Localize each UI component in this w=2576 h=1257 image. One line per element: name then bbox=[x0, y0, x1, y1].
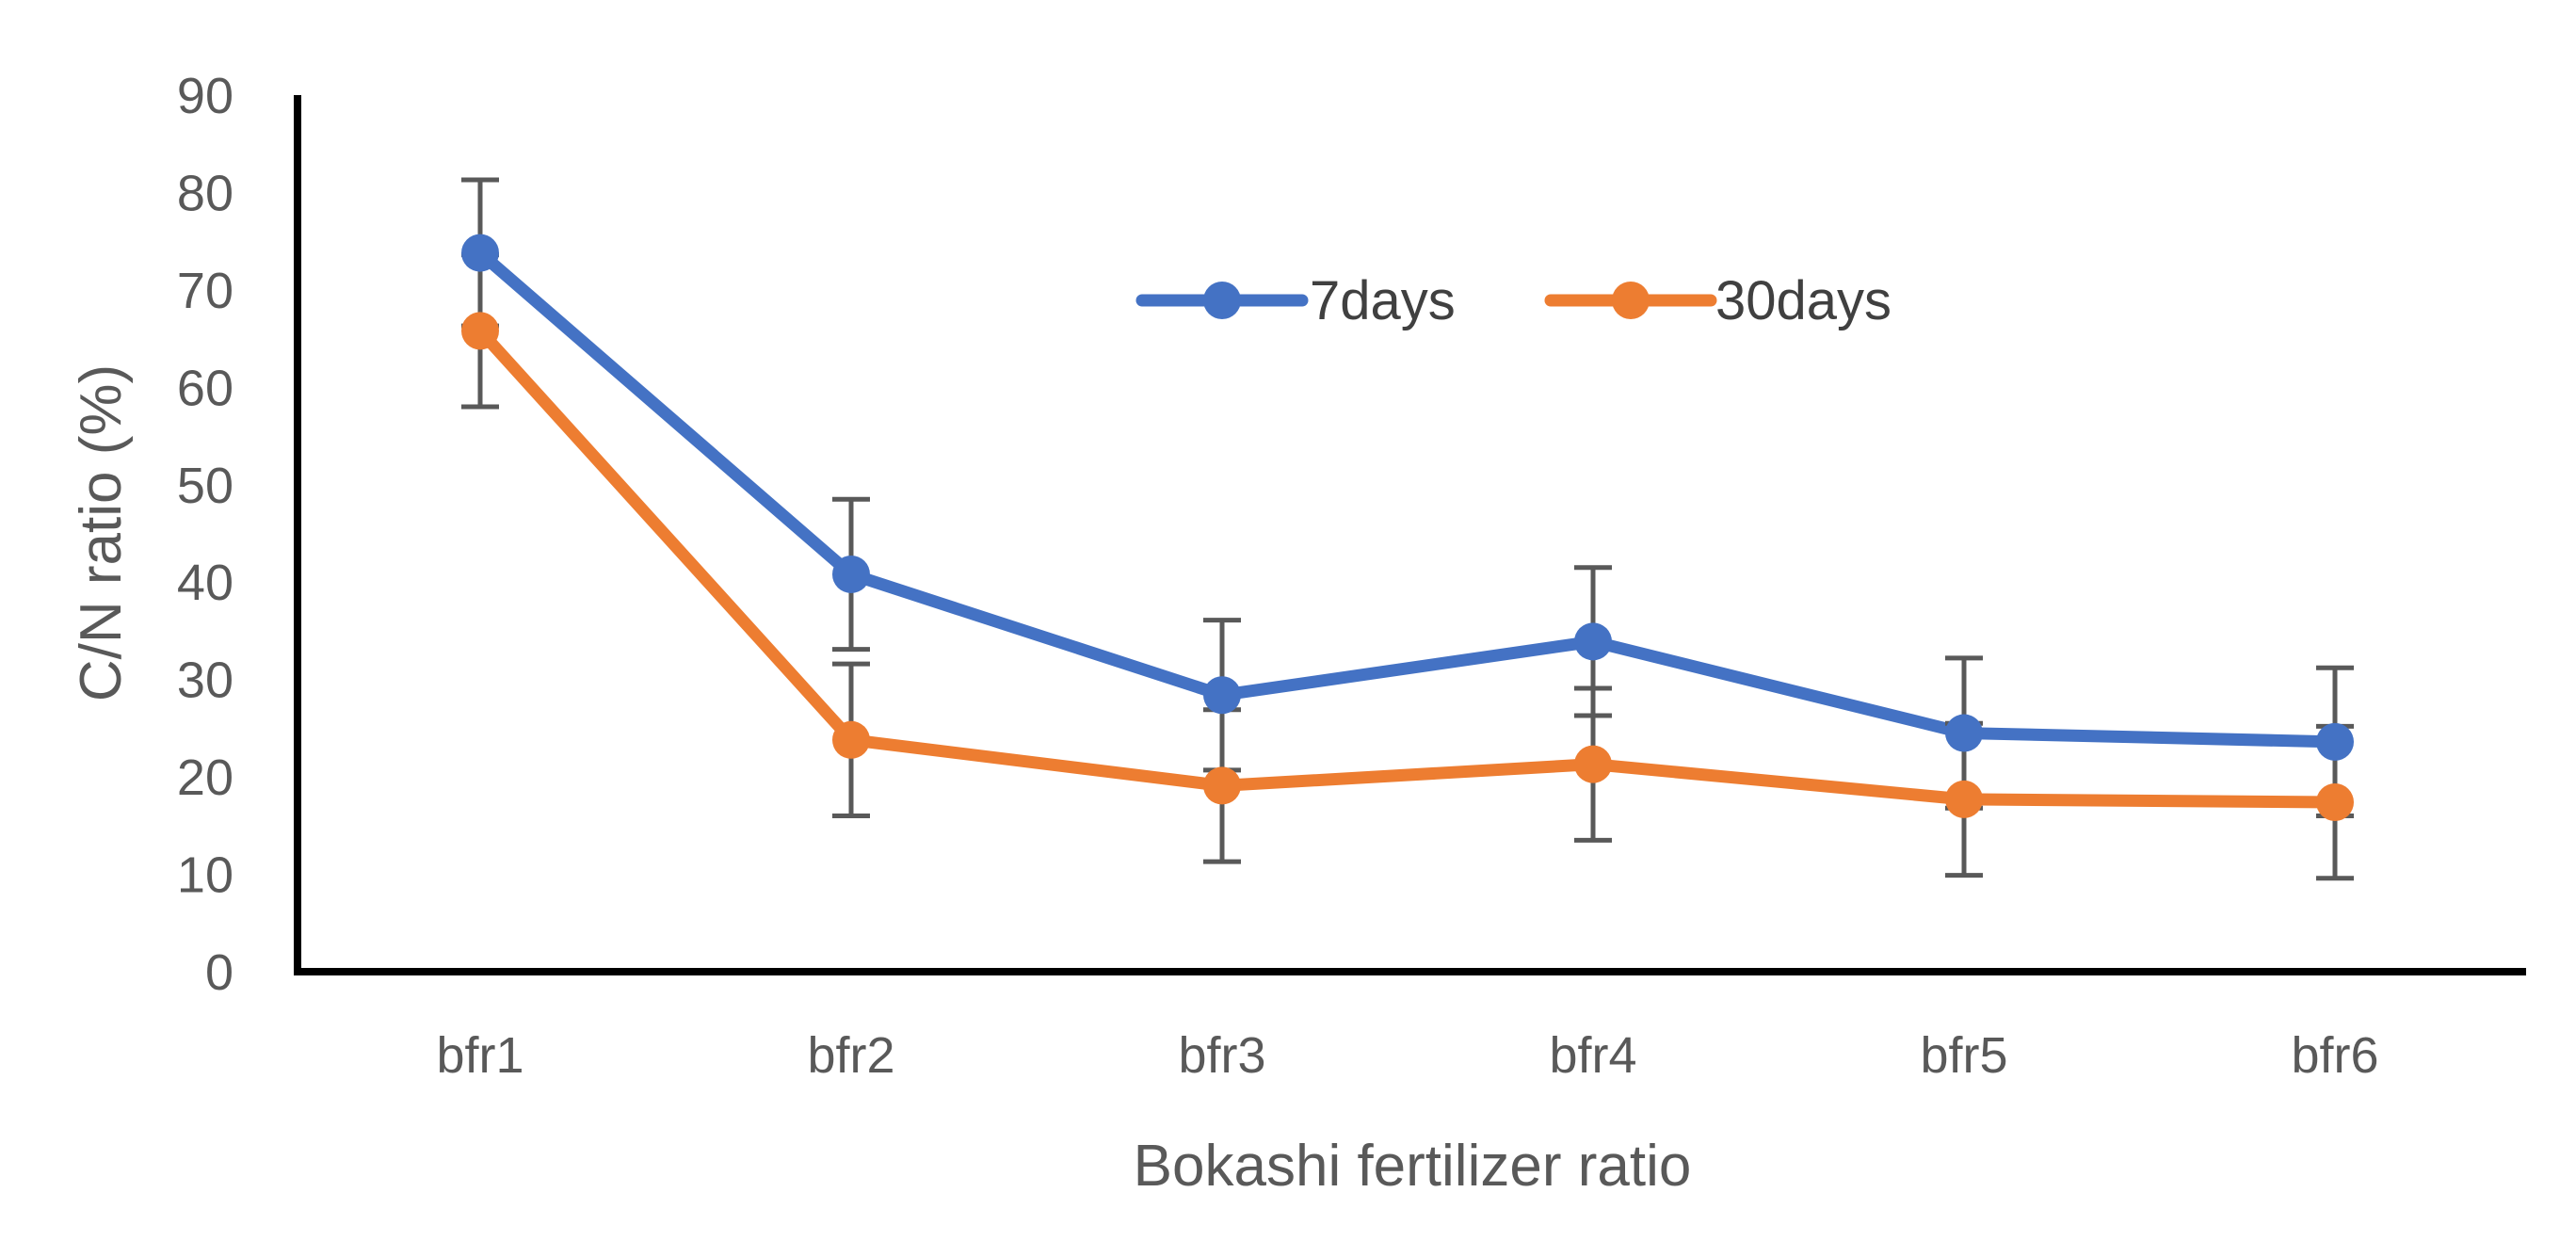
y-tick-label: 20 bbox=[177, 749, 233, 806]
legend-swatch-marker bbox=[1203, 282, 1241, 319]
y-tick-label: 30 bbox=[177, 653, 233, 709]
x-tick-label-bfr3: bfr3 bbox=[1178, 1027, 1265, 1084]
x-tick-label-bfr5: bfr5 bbox=[1920, 1027, 2007, 1084]
point-30days-bfr2 bbox=[832, 720, 870, 759]
legend-label: 7days bbox=[1310, 270, 1456, 331]
y-tick-label: 90 bbox=[177, 68, 233, 124]
point-30days-bfr1 bbox=[461, 312, 499, 350]
markers-group bbox=[461, 234, 2354, 822]
series-line-7days bbox=[474, 247, 2342, 749]
point-30days-bfr6 bbox=[2316, 783, 2354, 822]
legend-swatch-marker bbox=[1612, 282, 1650, 319]
y-tick-label: 80 bbox=[177, 165, 233, 221]
x-tick-label-bfr4: bfr4 bbox=[1549, 1027, 1636, 1084]
point-30days-bfr5 bbox=[1945, 780, 1983, 818]
x-tick-label-bfr1: bfr1 bbox=[436, 1027, 523, 1084]
point-7days-bfr1 bbox=[461, 234, 499, 272]
y-tick-label: 40 bbox=[177, 555, 233, 611]
legend[interactable]: 7days 30days bbox=[1135, 270, 1892, 331]
series-line-30days bbox=[474, 324, 2342, 809]
x-axis-title: Bokashi fertilizer ratio bbox=[1134, 1134, 1692, 1199]
x-tick-label-bfr6: bfr6 bbox=[2291, 1027, 2378, 1084]
point-7days-bfr3 bbox=[1203, 676, 1241, 715]
legend-label: 30days bbox=[1715, 270, 1892, 331]
legend-item-30days[interactable]: 30days bbox=[1544, 270, 1892, 331]
axes-group bbox=[294, 95, 2526, 975]
point-30days-bfr4 bbox=[1574, 745, 1612, 783]
y-tick-label: 50 bbox=[177, 458, 233, 514]
y-tick-label: 10 bbox=[177, 847, 233, 904]
point-30days-bfr3 bbox=[1203, 766, 1241, 805]
legend-item-7days[interactable]: 7days bbox=[1135, 270, 1456, 331]
x-tick-label-bfr2: bfr2 bbox=[807, 1027, 894, 1084]
point-7days-bfr6 bbox=[2316, 722, 2354, 761]
x-tick-labels: bfr1 bfr2 bfr3 bfr4 bfr5 bfr6 bbox=[436, 1027, 2378, 1084]
point-7days-bfr4 bbox=[1574, 622, 1612, 661]
y-tick-label: 70 bbox=[177, 263, 233, 319]
series-group bbox=[474, 247, 2342, 809]
point-7days-bfr5 bbox=[1945, 714, 1983, 752]
y-tick-label: 60 bbox=[177, 360, 233, 416]
y-tick-label: 0 bbox=[205, 944, 233, 1001]
y-axis-title: C/N ratio (%) bbox=[69, 364, 134, 701]
y-tick-labels: 0 10 20 30 40 50 60 70 80 90 bbox=[177, 68, 233, 1001]
point-7days-bfr2 bbox=[832, 555, 870, 593]
